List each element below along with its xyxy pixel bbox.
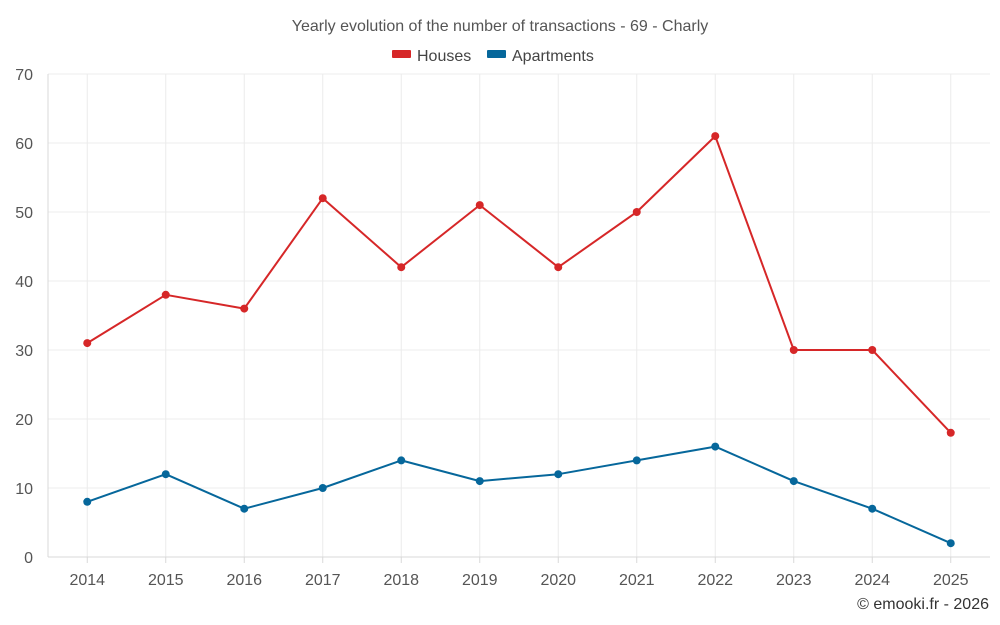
- data-point-houses: [554, 263, 563, 272]
- data-point-apartments: [632, 456, 641, 465]
- series-line-apartments: [86, 445, 952, 545]
- x-tick-label: 2020: [540, 572, 576, 589]
- legend: Houses Apartments: [392, 48, 594, 65]
- data-point-apartments: [554, 470, 563, 479]
- legend-swatch-houses: [392, 50, 411, 58]
- x-tick-label: 2025: [933, 572, 969, 589]
- x-tick-label: 2019: [462, 572, 498, 589]
- data-point-houses: [318, 194, 327, 203]
- y-tick-label: 0: [24, 550, 33, 567]
- data-point-houses: [475, 201, 484, 210]
- y-tick-label: 50: [15, 205, 33, 222]
- data-point-houses: [161, 290, 170, 299]
- data-point-houses: [240, 304, 249, 313]
- y-tick-label: 40: [15, 274, 33, 291]
- data-point-apartments: [868, 504, 877, 513]
- y-tick-label: 20: [15, 412, 33, 429]
- data-point-apartments: [83, 497, 92, 506]
- data-point-apartments: [946, 539, 955, 548]
- axes: 0 10 20 30 40 50 60 70 2014 2015 2016 2017 2018 2019 2…: [15, 67, 990, 589]
- y-tick-label: 30: [15, 343, 33, 360]
- y-tick-label: 70: [15, 67, 33, 84]
- x-tick-label: 2017: [305, 572, 341, 589]
- y-tick-label: 60: [15, 136, 33, 153]
- x-tick-label: 2018: [383, 572, 419, 589]
- data-point-houses: [789, 346, 798, 354]
- data-point-apartments: [789, 477, 798, 486]
- legend-label-apartments: Apartments: [512, 48, 594, 65]
- data-point-apartments: [240, 504, 249, 513]
- data-point-houses: [632, 208, 641, 216]
- data-point-apartments: [161, 470, 170, 479]
- x-tick-label: 2024: [854, 572, 890, 589]
- series-line-houses: [86, 135, 952, 434]
- y-tick-label: 10: [15, 481, 33, 498]
- credit-text: © emooki.fr - 2026: [857, 596, 989, 613]
- x-tick-label: 2015: [148, 572, 184, 589]
- data-point-apartments: [318, 484, 327, 492]
- legend-label-houses: Houses: [417, 48, 471, 65]
- data-point-houses: [868, 346, 877, 354]
- data-point-apartments: [711, 442, 720, 451]
- chart-title: Yearly evolution of the number of transa…: [292, 18, 709, 35]
- data-point-apartments: [397, 456, 406, 465]
- data-point-houses: [83, 339, 92, 348]
- x-tick-label: 2023: [776, 572, 812, 589]
- data-point-apartments: [475, 477, 484, 486]
- data-point-houses: [946, 428, 955, 437]
- x-tick-label: 2022: [697, 572, 733, 589]
- series: [83, 132, 955, 548]
- legend-swatch-apartments: [487, 50, 506, 58]
- data-point-houses: [397, 263, 406, 272]
- x-tick-label: 2016: [226, 572, 262, 589]
- data-point-houses: [711, 132, 720, 141]
- x-tick-label: 2014: [69, 572, 105, 589]
- x-tick-label: 2021: [619, 572, 655, 589]
